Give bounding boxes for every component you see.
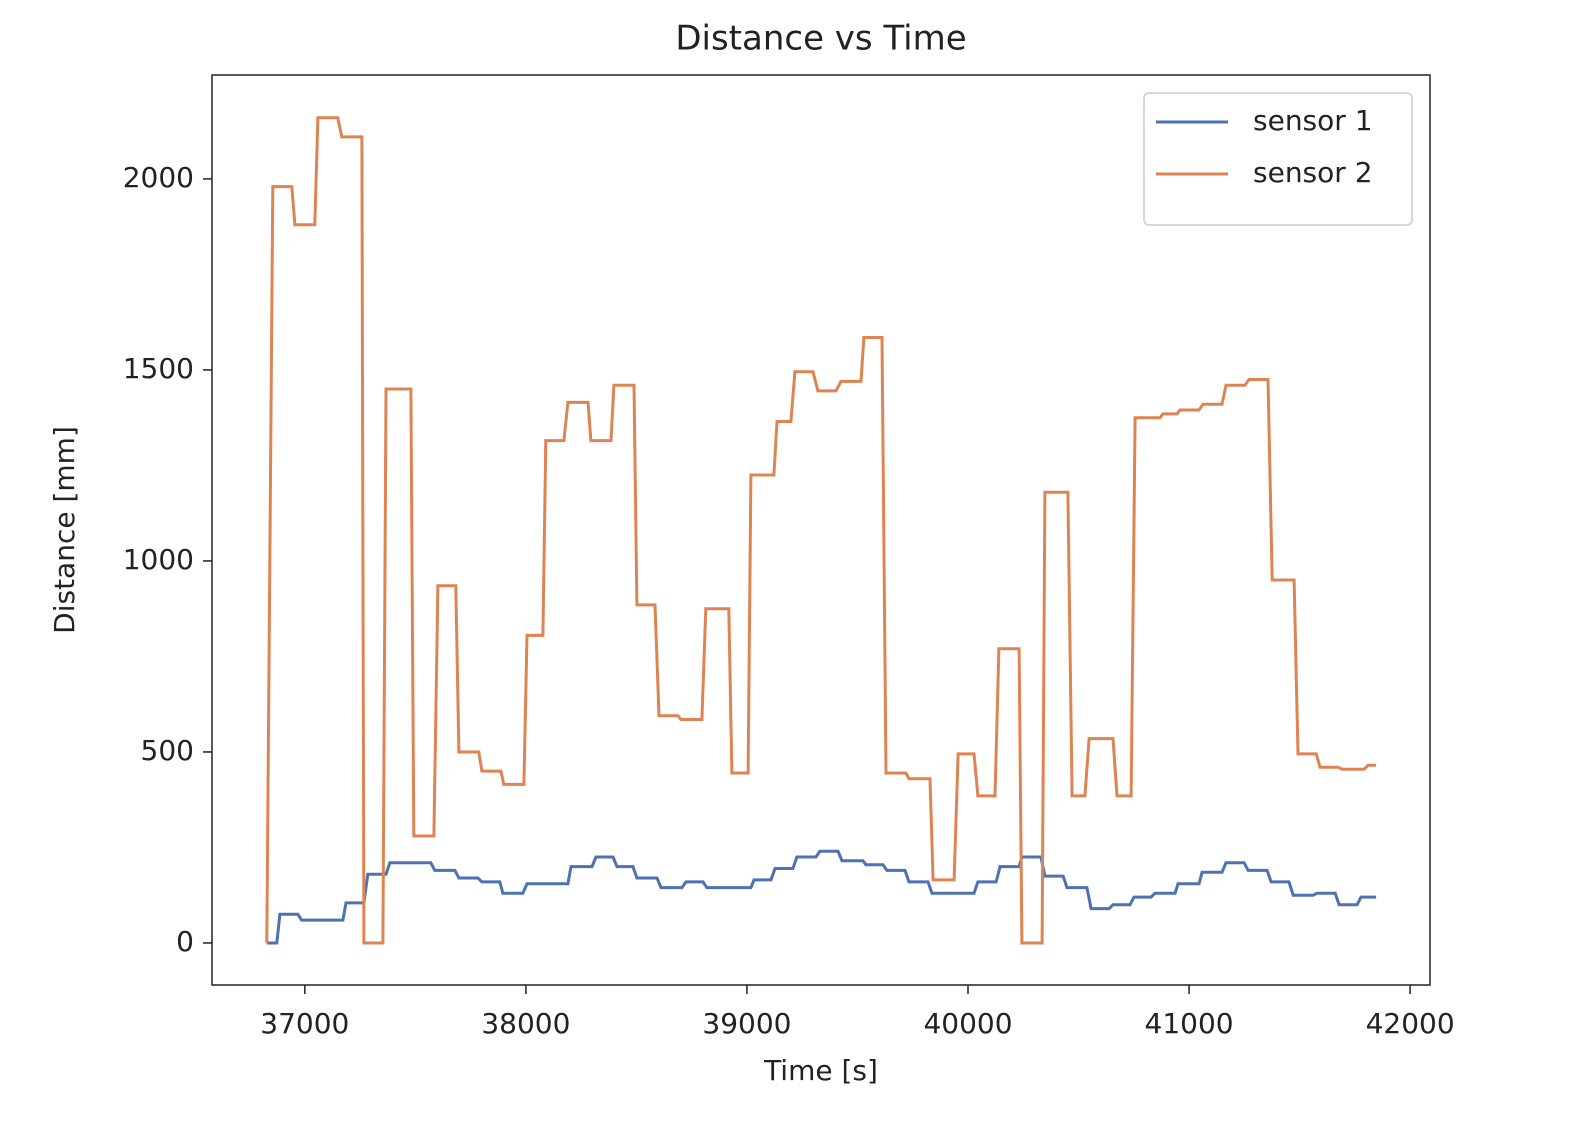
plot-frame xyxy=(211,74,1431,986)
legend-label: sensor 1 xyxy=(1253,104,1373,137)
line-series xyxy=(265,116,1377,945)
x-tick-label: 42000 xyxy=(1366,1007,1455,1040)
legend-box xyxy=(1143,92,1413,226)
x-axis-label: Time [s] xyxy=(763,1054,878,1087)
chart-title: Distance vs Time xyxy=(675,19,966,59)
y-tick-label: 2000 xyxy=(123,161,194,194)
y-tick-label: 500 xyxy=(141,734,194,767)
legend-label: sensor 2 xyxy=(1253,156,1373,189)
line-series xyxy=(266,849,1377,945)
x-tick-label: 40000 xyxy=(923,1007,1012,1040)
y-tick-label: 0 xyxy=(176,925,194,958)
x-tick-label: 39000 xyxy=(702,1007,791,1040)
y-tick-label: 1000 xyxy=(123,543,194,576)
x-tick-label: 38000 xyxy=(481,1007,570,1040)
y-axis-label: Distance [mm] xyxy=(48,426,81,634)
x-tick-label: 41000 xyxy=(1145,1007,1234,1040)
x-tick-label: 37000 xyxy=(260,1007,349,1040)
y-tick-label: 1500 xyxy=(123,352,194,385)
